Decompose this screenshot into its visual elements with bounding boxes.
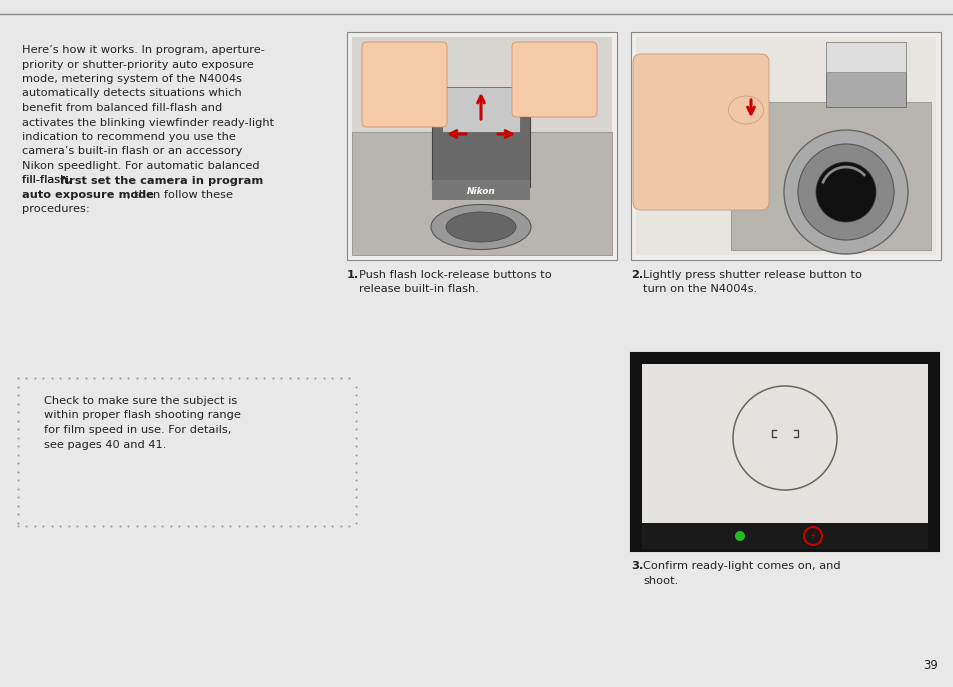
Text: 3.: 3.	[630, 561, 642, 571]
Text: Here’s how it works. In program, aperture-: Here’s how it works. In program, apertur…	[22, 45, 265, 55]
Bar	[641, 364, 927, 523]
Text: , then follow these: , then follow these	[127, 190, 233, 200]
Ellipse shape	[431, 205, 531, 249]
Bar	[630, 353, 938, 551]
Bar	[825, 42, 905, 107]
Bar	[441, 87, 519, 132]
Text: 39: 39	[923, 659, 937, 672]
Text: Push flash lock-release buttons to: Push flash lock-release buttons to	[358, 270, 551, 280]
FancyBboxPatch shape	[633, 54, 768, 210]
Text: within proper flash shooting range: within proper flash shooting range	[44, 411, 240, 420]
Bar	[347, 32, 617, 260]
Text: for film speed in use. For details,: for film speed in use. For details,	[44, 425, 232, 435]
Text: activates the blinking viewfinder ready-light: activates the blinking viewfinder ready-…	[22, 117, 274, 128]
Circle shape	[815, 162, 875, 222]
Text: 1.: 1.	[347, 270, 359, 280]
Text: shoot.: shoot.	[642, 576, 678, 585]
Text: procedures:: procedures:	[22, 205, 90, 214]
Bar	[730, 102, 930, 250]
Bar	[641, 523, 927, 549]
Text: release built-in flash.: release built-in flash.	[358, 284, 478, 295]
Bar	[825, 42, 905, 72]
Text: Nikon speedlight. For automatic balanced: Nikon speedlight. For automatic balanced	[22, 161, 259, 171]
Circle shape	[783, 130, 907, 254]
Text: 2.: 2.	[630, 270, 642, 280]
FancyBboxPatch shape	[361, 42, 447, 127]
Ellipse shape	[728, 96, 762, 124]
Text: ⚡: ⚡	[809, 531, 816, 541]
Text: indication to recommend you use the: indication to recommend you use the	[22, 132, 235, 142]
Text: Check to make sure the subject is: Check to make sure the subject is	[44, 396, 237, 406]
Text: auto exposure mode: auto exposure mode	[22, 190, 153, 200]
FancyBboxPatch shape	[512, 42, 597, 117]
Text: priority or shutter-priority auto exposure: priority or shutter-priority auto exposu…	[22, 60, 253, 69]
Text: fill-flash,: fill-flash,	[22, 175, 74, 185]
Text: Lightly press shutter release button to: Lightly press shutter release button to	[642, 270, 862, 280]
Bar	[352, 37, 612, 255]
Bar	[432, 117, 530, 187]
Text: automatically detects situations which: automatically detects situations which	[22, 89, 241, 98]
Text: first set the camera in program: first set the camera in program	[60, 175, 263, 185]
Text: camera’s built-in flash or an accessory: camera’s built-in flash or an accessory	[22, 146, 242, 157]
Text: benefit from balanced fill-flash and: benefit from balanced fill-flash and	[22, 103, 222, 113]
Text: mode, metering system of the N4004s: mode, metering system of the N4004s	[22, 74, 242, 84]
Text: fill-flash,: fill-flash,	[22, 175, 74, 185]
Text: turn on the N4004s.: turn on the N4004s.	[642, 284, 757, 295]
Bar	[352, 132, 612, 255]
Bar	[432, 180, 530, 200]
Circle shape	[797, 144, 893, 240]
Circle shape	[734, 531, 744, 541]
Bar	[630, 32, 940, 260]
Text: Confirm ready-light comes on, and: Confirm ready-light comes on, and	[642, 561, 840, 571]
Text: Nikon: Nikon	[466, 188, 495, 196]
Ellipse shape	[446, 212, 516, 242]
Bar	[636, 37, 935, 255]
Text: see pages 40 and 41.: see pages 40 and 41.	[44, 440, 166, 449]
